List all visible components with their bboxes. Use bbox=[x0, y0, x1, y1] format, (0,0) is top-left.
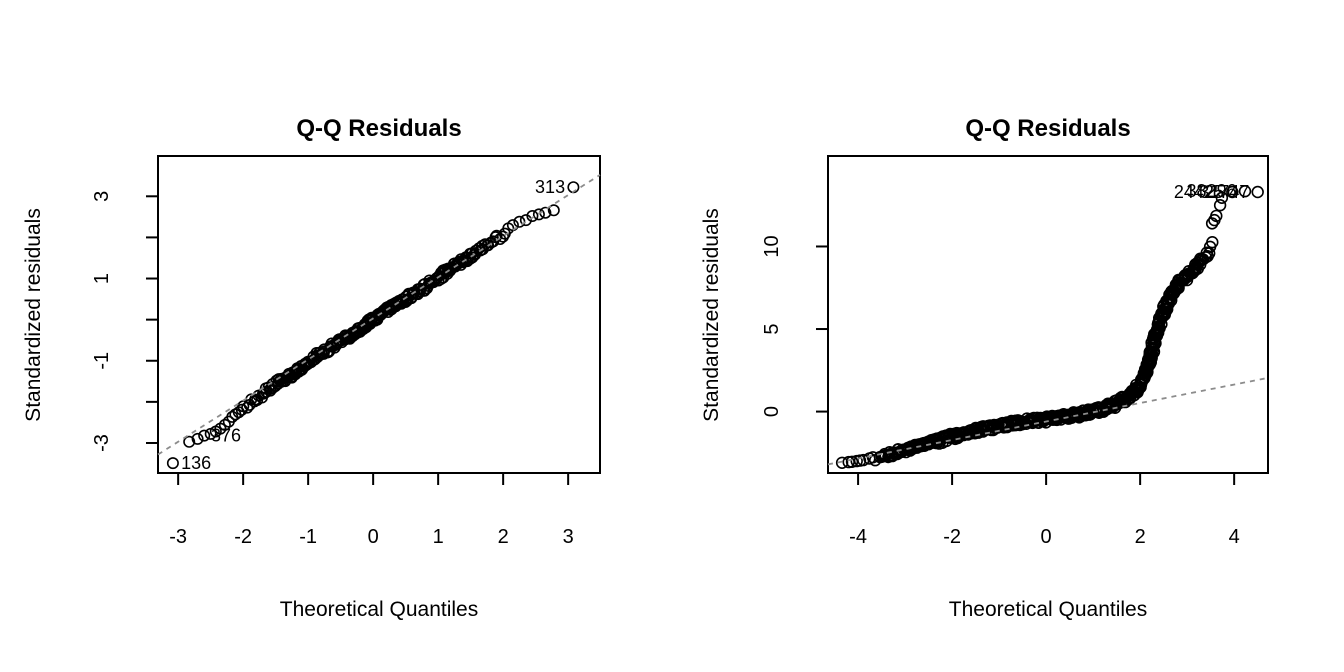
data-point bbox=[1213, 199, 1227, 212]
data-points-band bbox=[226, 227, 511, 423]
y-tick-label: 0 bbox=[761, 406, 783, 417]
qq-reference-line bbox=[157, 174, 601, 456]
data-point bbox=[547, 204, 560, 217]
outlier-label: 24425 bbox=[1174, 182, 1224, 202]
data-point bbox=[532, 208, 545, 221]
x-tick-label: -3 bbox=[169, 526, 187, 548]
plot-title: Q-Q Residuals bbox=[965, 115, 1130, 142]
data-point bbox=[506, 219, 519, 232]
x-axis-ticks: -4 -2 0 2 4 bbox=[849, 473, 1240, 548]
data-point bbox=[513, 215, 526, 228]
data-point bbox=[1251, 185, 1264, 199]
plot-frame bbox=[827, 155, 1269, 474]
data-point bbox=[166, 457, 179, 470]
data-point bbox=[526, 210, 539, 223]
outlier-label: 38296 bbox=[1187, 181, 1237, 201]
x-tick-label: 3 bbox=[563, 526, 574, 548]
outlier-label: 376 bbox=[211, 426, 241, 446]
y-tick-label: -1 bbox=[91, 352, 113, 370]
x-tick-label: -1 bbox=[299, 526, 317, 548]
y-tick-label: 10 bbox=[761, 235, 783, 257]
x-axis-ticks: -3 -2 -1 0 1 2 3 bbox=[169, 473, 574, 548]
outlier-label: 31747 bbox=[1199, 182, 1249, 202]
y-tick-label: 1 bbox=[91, 273, 113, 284]
x-tick-label: 4 bbox=[1229, 526, 1240, 548]
plot-title: Q-Q Residuals bbox=[296, 115, 461, 142]
data-point bbox=[1210, 209, 1223, 223]
x-tick-label: 2 bbox=[1135, 526, 1146, 548]
y-axis-label: Standardized residuals bbox=[700, 208, 723, 422]
data-point bbox=[857, 453, 870, 467]
data-points-band bbox=[863, 236, 1219, 467]
data-point bbox=[191, 432, 204, 445]
qq-reference-line bbox=[827, 377, 1269, 466]
x-axis-label: Theoretical Quantiles bbox=[949, 598, 1147, 621]
data-point bbox=[222, 415, 235, 428]
data-points-sparse bbox=[166, 181, 580, 470]
data-point bbox=[1202, 247, 1216, 260]
x-tick-label: 2 bbox=[498, 526, 509, 548]
x-axis-label: Theoretical Quantiles bbox=[280, 598, 478, 621]
x-tick-label: 0 bbox=[368, 526, 379, 548]
outlier-label: 313 bbox=[535, 177, 565, 197]
data-point bbox=[1238, 185, 1252, 198]
plot-frame bbox=[157, 155, 601, 474]
qq-plot-right: Q-Q Residuals Theoretical Quantiles Stan… bbox=[700, 115, 1269, 621]
x-tick-label: -2 bbox=[943, 526, 961, 548]
data-point bbox=[183, 435, 196, 448]
y-axis-ticks: 0 5 10 bbox=[761, 235, 828, 417]
y-axis-ticks: -3 -1 1 3 bbox=[91, 191, 158, 452]
x-tick-label: 0 bbox=[1041, 526, 1052, 548]
data-point bbox=[218, 418, 231, 431]
data-point bbox=[1215, 191, 1229, 205]
y-tick-label: 3 bbox=[91, 191, 113, 202]
x-tick-label: -2 bbox=[234, 526, 252, 548]
outlier-label: 136 bbox=[181, 453, 211, 473]
y-tick-label: -3 bbox=[91, 434, 113, 452]
data-points-sparse bbox=[835, 185, 1264, 469]
y-tick-label: 5 bbox=[761, 323, 783, 334]
x-tick-label: -4 bbox=[849, 526, 867, 548]
y-axis-label: Standardized residuals bbox=[22, 208, 45, 422]
data-point bbox=[1226, 185, 1239, 199]
x-tick-label: 1 bbox=[433, 526, 444, 548]
data-point bbox=[1206, 236, 1219, 249]
qq-plot-left: Q-Q Residuals Theoretical Quantiles Stan… bbox=[22, 115, 601, 621]
data-point bbox=[519, 214, 532, 227]
data-point bbox=[198, 429, 211, 442]
